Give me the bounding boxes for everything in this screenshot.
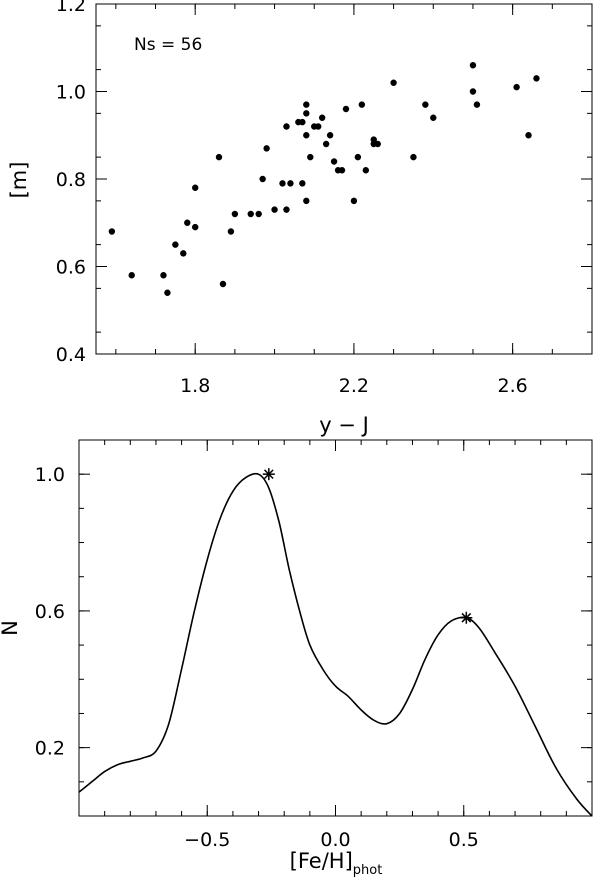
data-point	[227, 228, 235, 235]
scatter-points	[108, 62, 540, 296]
data-point	[271, 206, 278, 213]
data-point	[338, 167, 346, 174]
data-point	[192, 184, 199, 191]
star-stroke	[461, 612, 472, 623]
scatter-panel: 1.8 2.2 2.6 0.40.60.81.01.2 Ns = 56 y − J …	[7, 0, 593, 437]
distribution-y-ticks: 0.2 0.6 1.0	[35, 439, 592, 783]
data-point	[326, 132, 334, 139]
y-tick-label: 0.2	[35, 738, 65, 760]
data-point	[172, 241, 179, 248]
data-point	[318, 114, 326, 121]
star-stroke	[263, 469, 274, 480]
peak-star-marker	[262, 468, 275, 481]
data-point	[307, 153, 314, 161]
scatter-plot-frame	[95, 3, 593, 355]
data-point	[342, 105, 350, 113]
y-tick-label: 1.0	[35, 464, 65, 486]
data-point	[390, 79, 397, 86]
data-point	[164, 289, 171, 296]
data-point	[299, 180, 306, 187]
y-tick-label: 0.8	[56, 169, 86, 191]
data-point	[247, 210, 254, 218]
data-point	[525, 132, 532, 139]
data-point	[180, 250, 187, 257]
data-point	[370, 136, 377, 143]
data-point	[215, 153, 223, 161]
data-point	[430, 114, 437, 121]
scatter-x-axis-title: y − J	[319, 413, 369, 437]
data-point	[469, 62, 477, 69]
data-point	[108, 228, 116, 235]
data-point	[128, 272, 135, 279]
data-point	[422, 101, 429, 108]
data-point	[350, 197, 358, 205]
peak-markers	[262, 468, 473, 624]
data-point	[255, 210, 262, 218]
y-tick-label: 0.4	[56, 344, 86, 366]
x-tick-label: 0.5	[449, 829, 479, 851]
data-point	[410, 153, 417, 161]
x-tick-label: 2.2	[339, 375, 369, 397]
distribution-x-ticks: −0.5 0.0 0.5	[104, 440, 567, 851]
distribution-x-axis-title-subscript: phot	[353, 863, 383, 878]
x-tick-label: 1.8	[180, 375, 210, 397]
y-tick-label: 0.6	[56, 257, 86, 279]
data-point	[473, 101, 481, 108]
data-point	[362, 167, 370, 174]
y-tick-label: 1.2	[56, 0, 86, 16]
distribution-x-axis-title: [Fe/H]phot	[290, 849, 383, 878]
sample-count-annotation: Ns = 56	[134, 35, 202, 55]
distribution-y-axis-title: N	[0, 620, 22, 636]
data-point	[192, 223, 199, 231]
data-point	[299, 118, 306, 126]
data-point	[469, 88, 477, 95]
distribution-plot-frame	[78, 439, 593, 817]
data-point	[303, 197, 310, 205]
data-point	[303, 132, 310, 139]
data-point	[533, 75, 540, 82]
y-tick-label: 0.6	[35, 601, 65, 623]
distribution-x-axis-title-main: [Fe/H]	[290, 849, 353, 873]
data-point	[283, 123, 290, 130]
data-point	[287, 180, 294, 187]
data-point	[358, 101, 366, 108]
data-point	[219, 280, 227, 288]
data-point	[259, 175, 266, 183]
data-point	[374, 140, 381, 148]
data-point	[513, 83, 520, 91]
peak-star-marker	[460, 611, 473, 624]
data-point	[330, 158, 338, 165]
distribution-panel: −0.5 0.0 0.5 0.2 0.6 1.0 [Fe/H]phot N	[0, 439, 593, 878]
data-point	[283, 206, 290, 213]
data-point	[303, 110, 310, 117]
x-tick-label: 2.6	[498, 375, 528, 397]
data-point	[315, 123, 322, 130]
data-point	[322, 140, 330, 148]
data-point	[231, 210, 239, 218]
data-point	[303, 101, 310, 108]
data-point	[279, 180, 286, 187]
data-point	[184, 219, 191, 226]
x-tick-label: −0.5	[184, 829, 230, 851]
scatter-y-ticks: 0.4 0.6 0.8 1.0 1.2	[56, 0, 592, 366]
data-point	[354, 153, 362, 161]
scatter-x-ticks: 1.8 2.2 2.6	[115, 4, 553, 397]
data-point	[160, 272, 167, 279]
scatter-y-axis-title: [m]	[7, 162, 31, 199]
x-tick-label: 0.0	[320, 829, 350, 851]
distribution-curve	[78, 472, 593, 817]
y-tick-label: 1.0	[56, 82, 86, 104]
data-point	[263, 145, 270, 152]
